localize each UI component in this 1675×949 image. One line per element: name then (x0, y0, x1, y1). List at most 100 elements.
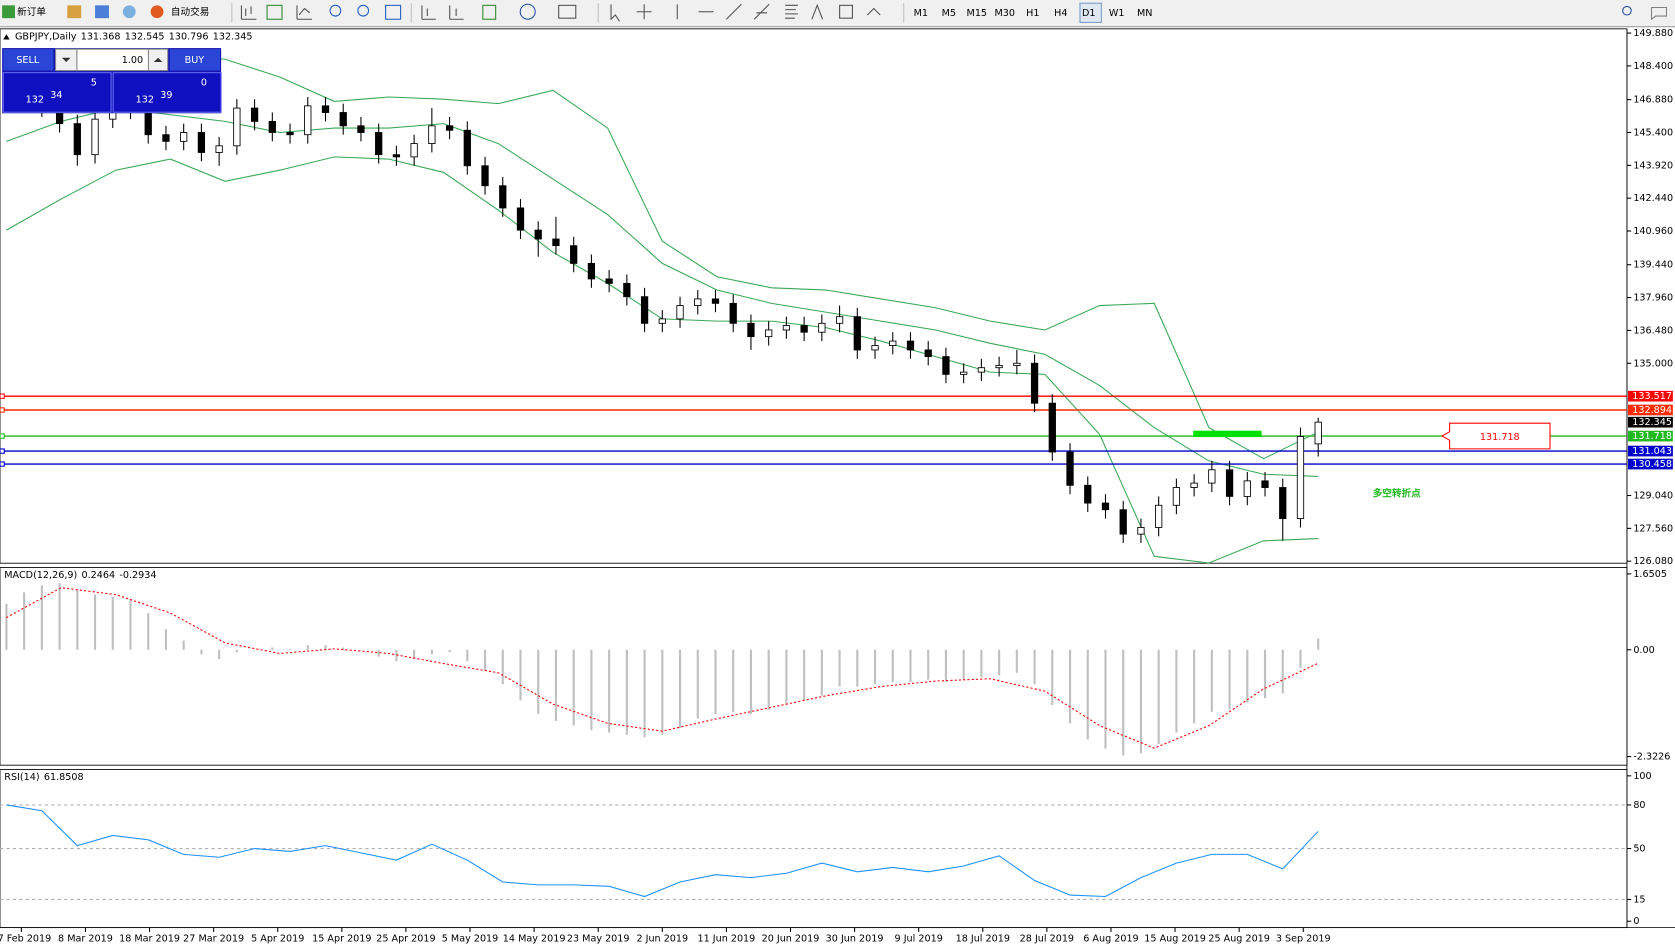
timeframe-button[interactable]: M5 (942, 8, 956, 19)
macd-bar (448, 649, 451, 653)
current-price-tag-bg (1627, 416, 1673, 428)
macd-bar (324, 645, 327, 650)
macd-bar (430, 649, 433, 655)
macd-bar (714, 649, 717, 715)
annotation: 多空转折点 (1373, 488, 1421, 500)
macd-bar (1139, 649, 1143, 754)
sell-button[interactable]: SELL (3, 49, 54, 71)
candle-body (516, 207, 525, 231)
candle-body (1119, 509, 1127, 535)
candle-body (233, 107, 241, 147)
pane-title: GBPJPY,Daily 131.368 132.545 130.796 132.345 (15, 31, 253, 42)
macd-bar (1122, 649, 1125, 756)
candle-body (1066, 451, 1074, 486)
timeframe-button[interactable]: H4 (1054, 8, 1067, 19)
bid-price[interactable]: 132 34 5 (2, 72, 112, 113)
icon[interactable] (67, 5, 82, 19)
timeframe-button[interactable]: M15 (967, 8, 988, 19)
x-tick-label: 15 Apr 2019 (312, 933, 371, 944)
candle-body (729, 302, 737, 324)
y-tick-label: 145.400 (1633, 127, 1673, 138)
y-tick-label: 129.040 (1633, 491, 1673, 502)
candle-body (197, 132, 206, 153)
timeframe-button[interactable]: MN (1137, 8, 1152, 19)
y-tick-label: 135.000 (1633, 358, 1673, 369)
macd-bar (1033, 649, 1036, 685)
candle-body (676, 305, 684, 320)
timeframe-button[interactable]: M30 (995, 8, 1016, 19)
timeframe-button[interactable]: D1 (1082, 8, 1096, 19)
candle-body (1261, 480, 1269, 488)
timeframe-button[interactable]: W1 (1109, 8, 1125, 19)
x-tick-label: 20 Jun 2019 (762, 933, 820, 944)
macd-bar (1281, 649, 1284, 694)
candle-body (747, 322, 755, 338)
macd-bar (253, 649, 256, 651)
candle-body (1013, 362, 1021, 366)
candle-body (1101, 502, 1110, 511)
candle-body (410, 143, 418, 158)
candle-body (534, 229, 542, 240)
macd-bar (909, 649, 912, 682)
candle-body (658, 318, 666, 324)
candle-body (1296, 436, 1305, 520)
timeframe-buttons: M1 M5 M15 M30 H1 H4 D1 W1 MN (914, 8, 1153, 19)
one-click-trading-panel: SELL 1.00 BUY 132 34 5 132 39 0 (2, 48, 222, 114)
buy-button[interactable]: BUY (169, 49, 221, 71)
title: MACD(12,26,9) (4, 570, 77, 581)
y-tick-label: 149.880 (1633, 28, 1673, 39)
candle-body (91, 118, 99, 156)
candle-body (960, 371, 968, 375)
candle-body (640, 296, 649, 324)
x-tick-label: 11 Jun 2019 (698, 933, 756, 944)
candle-body (1084, 484, 1092, 504)
macd-bar (820, 649, 823, 696)
macd-bar (501, 649, 504, 685)
macd-bar (342, 647, 345, 650)
pane-title: MACD(12,26,9) 0.2464 -0.2934 (4, 570, 156, 581)
macd-bar (785, 649, 788, 705)
macd-bar (519, 649, 522, 701)
candle-body (463, 129, 471, 167)
macd-bar (927, 649, 930, 680)
macd-bar (572, 649, 575, 726)
buy-bg (169, 49, 221, 71)
candle-body (1314, 421, 1322, 445)
candle-body (1190, 482, 1198, 488)
macd-bar (1157, 649, 1160, 745)
icon[interactable] (95, 5, 109, 19)
candle-body (357, 125, 365, 133)
candle-body (286, 132, 294, 136)
line-handle (0, 461, 5, 467)
candle-body (1172, 487, 1181, 506)
bollinger-band (6, 54, 1319, 460)
candle-body (375, 132, 383, 156)
bid-pips: 34 (50, 90, 62, 101)
macd-bar (182, 640, 185, 650)
macd-bar (200, 649, 203, 655)
candle-body (250, 107, 259, 122)
macd-bar (23, 592, 26, 650)
macd-bar (608, 649, 611, 733)
new-order-label: 新订单 (17, 6, 46, 18)
x-tick-label: 15 Aug 2019 (1144, 933, 1206, 944)
new-order-button[interactable]: 新订单 (2, 5, 46, 19)
auto-trading-button[interactable]: 自动交易 (150, 5, 210, 19)
price-tag-bg (1627, 390, 1673, 402)
x-tick-label: 9 Jul 2019 (895, 933, 943, 944)
macd-bar (696, 649, 699, 719)
line-handle (0, 393, 5, 399)
candle-body (268, 120, 276, 133)
ask-price[interactable]: 132 39 0 (112, 72, 222, 113)
y-tick-label: 140.960 (1633, 226, 1673, 237)
x-tick-label: 28 Jul 2019 (1020, 933, 1074, 944)
candle-body (570, 245, 578, 264)
x-tick-label: 25 Aug 2019 (1208, 933, 1270, 944)
candle-body (853, 316, 861, 351)
title: GBPJPY,Daily (15, 31, 77, 42)
macd-bar (1104, 649, 1107, 749)
timeframe-button[interactable]: H1 (1026, 8, 1039, 19)
timeframe-button[interactable]: M1 (914, 8, 928, 19)
icon[interactable] (122, 5, 136, 19)
macd-bar (58, 583, 61, 650)
